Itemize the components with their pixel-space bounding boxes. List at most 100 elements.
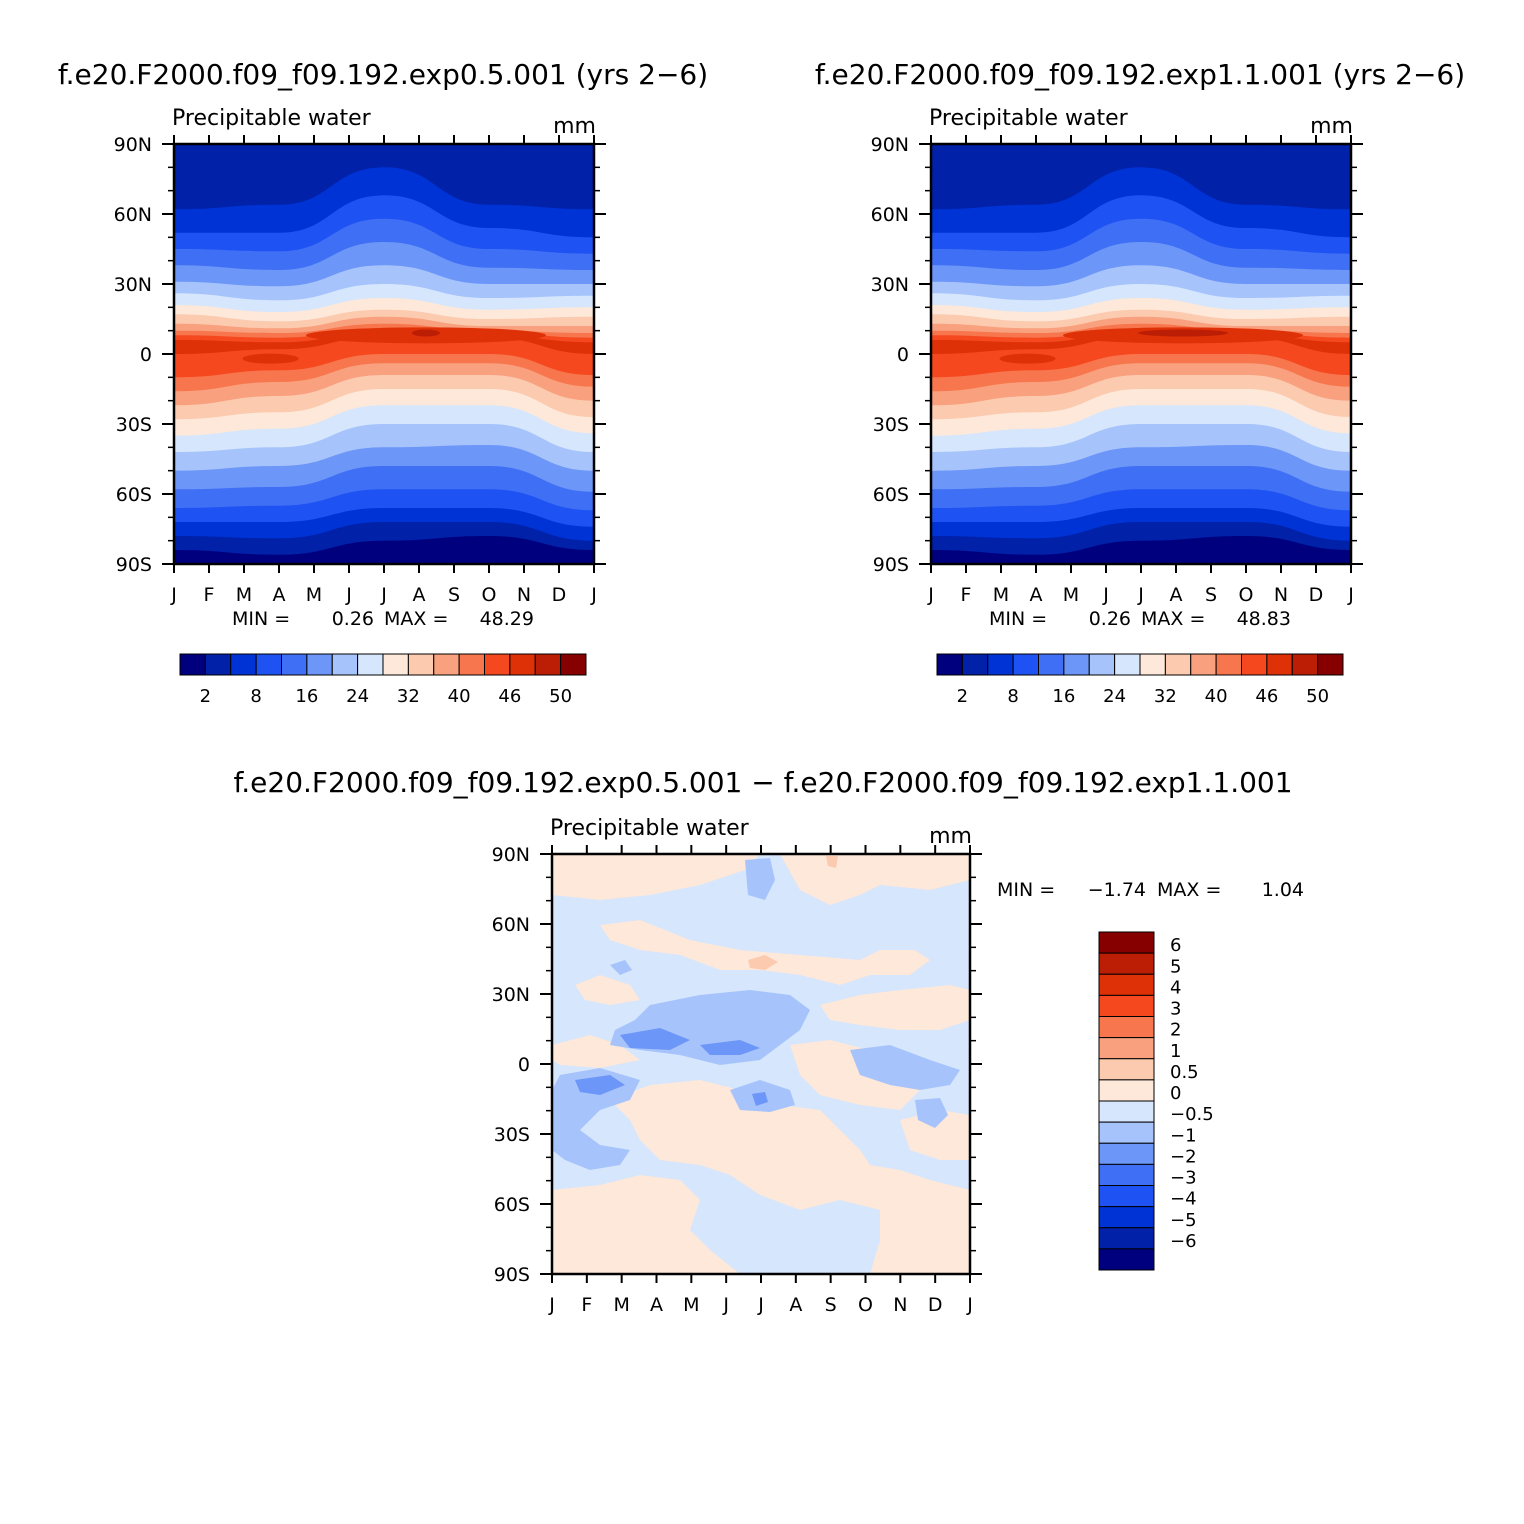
x-tick-label: F [961,584,972,606]
y-tick-label: 30S [873,414,909,436]
positive-region [552,1175,740,1274]
panel-3-variable: Precipitable water [550,816,750,841]
colorbar-box [230,653,257,676]
colorbar-box [1098,1142,1155,1165]
colorbar-box [961,653,989,676]
colorbar-box [560,653,587,676]
y-tick-label: 60S [116,484,152,506]
x-tick-label: N [517,584,531,606]
colorbar-box [281,653,308,676]
colorbar-box [433,653,460,676]
north-pole-cap [174,144,288,200]
y-tick-label: 90S [116,554,152,576]
x-tick-label: J [927,584,934,606]
colorbar-label: −3 [1170,1168,1197,1189]
y-tick-label: 60N [114,204,152,226]
colorbar-label: 2 [1170,1020,1181,1041]
negative-region [850,1045,960,1090]
x-tick-label: O [858,1294,873,1316]
colorbar-label: 2 [957,686,968,707]
colorbar-label: 16 [295,686,318,707]
north-pole-cap [931,144,1045,200]
colorbar-box [1038,653,1065,676]
panel-3-title: f.e20.F2000.f09_f09.192.exp0.5.001 − f.e… [233,766,1292,799]
panel-2-min-label: MIN = [989,608,1047,630]
panel-2-max-label: MAX = [1141,608,1205,630]
colorbar-box [987,653,1014,676]
y-tick-label: 60S [873,484,909,506]
panel-3-max-label: MAX = [1157,879,1221,901]
x-tick-label: J [345,584,352,606]
y-tick-label: 30N [871,274,909,296]
x-tick-label: F [581,1294,592,1316]
maximum-core [412,329,440,337]
panel-2-variable: Precipitable water [929,106,1129,131]
colorbar-box [1164,653,1192,676]
panel-1-max-label: MAX = [384,608,448,630]
colorbar-box [179,653,206,676]
positive-region [552,1035,640,1068]
panel-1-variable: Precipitable water [172,106,372,131]
x-tick-label: A [1030,584,1043,606]
colorbar-label: 4 [1170,977,1181,998]
panel-1-colorbar: 2 8 16 24 32 40 46 50 [179,653,587,707]
negative-region [552,1068,640,1170]
strong-negative-region [700,1040,760,1055]
colorbar-label: 5 [1170,956,1181,977]
x-tick-label: J [590,584,597,606]
colorbar-box [1098,1227,1155,1250]
maximum-core [242,353,299,364]
x-tick-label: S [825,1294,837,1316]
colorbar-box [1317,653,1344,676]
panel-1-title: f.e20.F2000.f09_f09.192.exp0.5.001 (yrs … [58,58,708,91]
colorbar-box [407,653,435,676]
x-tick-label: M [993,584,1009,606]
colorbar-box [382,653,409,676]
panel-2-max-value: 48.83 [1237,608,1291,630]
x-tick-label: O [482,584,497,606]
positive-spot [748,955,778,970]
colorbar-label: 46 [498,686,521,707]
x-tick-label: S [448,584,460,606]
x-tick-label: D [552,584,567,606]
panel-3-max-value: 1.04 [1262,879,1304,901]
panel-1-contour-bands [174,144,594,564]
panel-2-field [931,144,1351,564]
panel-2-colorbar: 2 8 16 24 32 40 46 50 [936,653,1344,707]
colorbar-box [1291,653,1319,676]
x-tick-label: N [1274,584,1288,606]
north-pole-cap [501,144,594,200]
panel-2: f.e20.F2000.f09_f09.192.exp1.1.001 (yrs … [815,58,1465,707]
colorbar-label: 50 [549,686,572,707]
colorbar-box [331,653,359,676]
y-tick-label: 30S [116,414,152,436]
colorbar-box [509,653,536,676]
colorbar-label: 3 [1170,999,1181,1020]
colorbar-box [1098,1163,1155,1186]
colorbar-box [255,653,282,676]
panel-3-field [552,854,970,1274]
panel-1-min-value: 0.26 [332,608,374,630]
x-tick-label: J [722,1294,729,1316]
y-tick-label: 60S [494,1194,530,1216]
panel-3: f.e20.F2000.f09_f09.192.exp0.5.001 − f.e… [233,766,1304,1316]
colorbar-box [1098,1121,1155,1144]
x-tick-label: J [1347,584,1354,606]
x-tick-label: J [380,584,387,606]
south-band [174,536,594,564]
x-tick-label: J [966,1294,973,1316]
colorbar-label: 6 [1170,935,1181,956]
colorbar-box [1190,653,1217,676]
x-tick-label: F [204,584,215,606]
colorbar-box [1098,1185,1155,1208]
panel-2-units: mm [1310,114,1353,139]
colorbar-label: 50 [1306,686,1329,707]
colorbar-box [1266,653,1293,676]
colorbar-box [458,653,485,676]
colorbar-label: −5 [1170,1210,1197,1231]
x-tick-label: A [1170,584,1183,606]
south-band [931,536,1351,564]
